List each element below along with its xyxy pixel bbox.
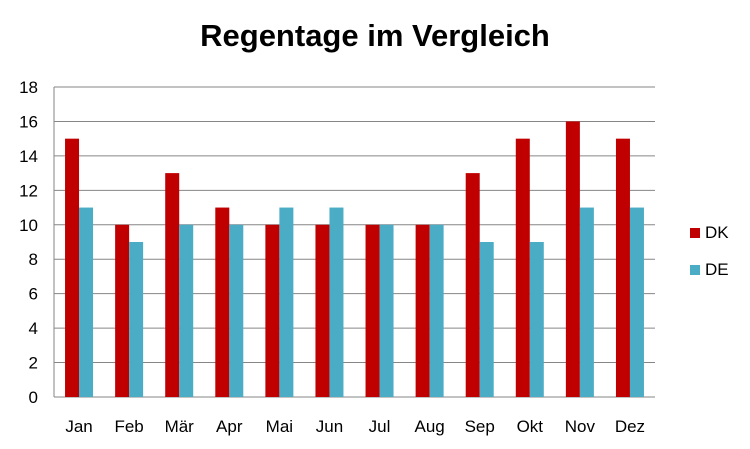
bar-dk [415,224,430,397]
legend-label: DK [705,223,729,242]
bar-de [179,224,194,397]
y-tick-label: 12 [19,181,38,200]
bar-dk [265,224,280,397]
bar-de [629,207,644,397]
y-tick-label: 10 [19,216,38,235]
x-tick-label: Jul [369,417,391,436]
legend-swatch [690,265,700,275]
bar-dk [515,138,530,397]
bar-de [229,224,244,397]
bar-dk [465,173,480,397]
x-tick-label: Nov [565,417,596,436]
bar-dk [315,224,330,397]
x-tick-label: Mai [266,417,293,436]
y-tick-label: 6 [29,285,38,304]
bar-de [79,207,94,397]
chart-title: Regentage im Vergleich [200,18,550,53]
legend-swatch [690,228,700,238]
x-tick-label: Sep [465,417,495,436]
bar-de [379,224,394,397]
bar-dk [615,138,630,397]
x-tick-label: Feb [114,417,143,436]
bar-de [129,242,144,397]
bar-dk [165,173,180,397]
bar-dk [565,121,580,397]
x-tick-label: Dez [615,417,645,436]
x-tick-label: Jun [316,417,343,436]
bar-de [429,224,444,397]
bar-de [579,207,594,397]
x-tick-label: Apr [216,417,243,436]
bar-de [329,207,344,397]
x-tick-label: Jan [65,417,92,436]
y-tick-label: 4 [29,319,38,338]
x-tick-label: Mär [165,417,195,436]
bar-dk [115,224,130,397]
bar-de [529,242,544,397]
x-tick-label: Aug [415,417,445,436]
y-tick-label: 18 [19,78,38,97]
y-tick-label: 8 [29,250,38,269]
y-tick-label: 2 [29,354,38,373]
y-tick-label: 0 [29,388,38,407]
bar-de [479,242,494,397]
y-tick-label: 16 [19,112,38,131]
y-tick-label: 14 [19,147,38,166]
legend-label: DE [705,260,729,279]
bar-dk [365,224,380,397]
x-tick-label: Okt [517,417,544,436]
bar-de [279,207,294,397]
bar-dk [65,138,80,397]
bar-dk [215,207,230,397]
